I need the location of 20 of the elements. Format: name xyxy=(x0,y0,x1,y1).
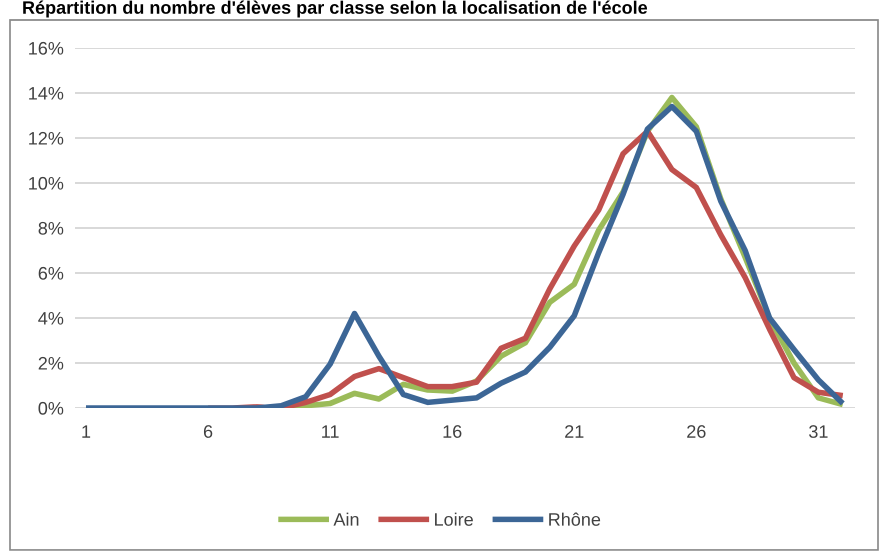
x-tick-label: 21 xyxy=(565,425,584,438)
x-tick-label: 31 xyxy=(809,425,828,438)
x-tick-label: 6 xyxy=(204,425,212,438)
x-tick-label: 16 xyxy=(444,425,462,438)
y-tick-label: 6% xyxy=(38,266,64,280)
y-tick-label: 4% xyxy=(38,312,64,325)
y-tick-label: 14% xyxy=(29,87,64,100)
y-tick-label: 10% xyxy=(29,176,64,190)
legend-label: Ain xyxy=(333,512,358,526)
legend-label: Rhône xyxy=(549,512,600,526)
y-tick-label: 2% xyxy=(38,356,64,370)
y-tick-label: 12% xyxy=(29,132,64,145)
y-tick-label: 0% xyxy=(38,402,64,415)
x-tick-label: 1 xyxy=(82,425,90,438)
x-tick-label: 11 xyxy=(322,425,339,438)
y-tick-label: 8% xyxy=(38,222,64,235)
chart-title: Répartition du nombre d'élèves par classe selon la localisation de l'école xyxy=(23,0,648,18)
legend-label: Loire xyxy=(435,512,473,526)
y-tick-label: 16% xyxy=(29,42,64,55)
x-tick-label: 26 xyxy=(687,425,706,438)
